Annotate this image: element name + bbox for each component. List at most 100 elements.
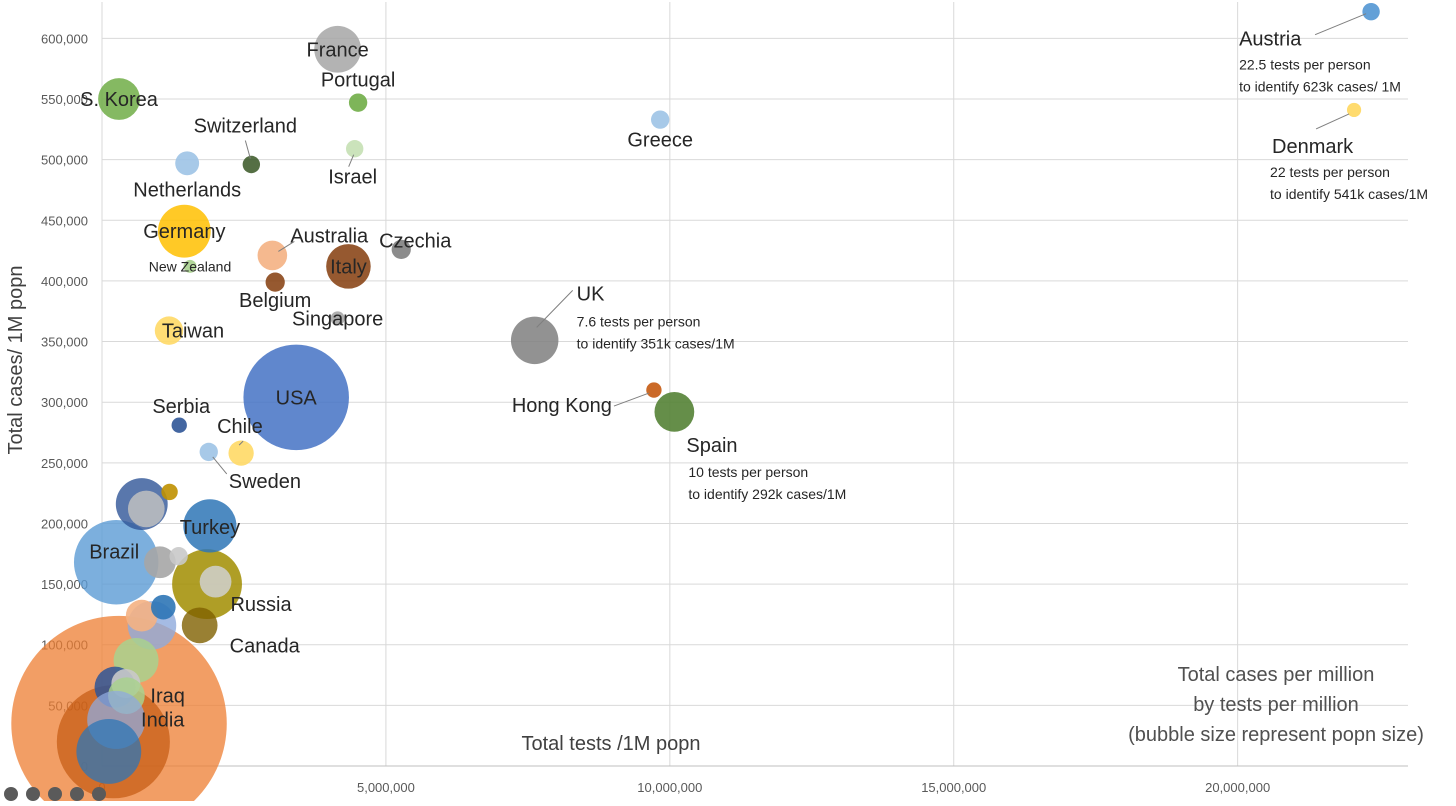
label-australia: Australia <box>290 225 369 247</box>
y-tick-label: 600,000 <box>41 31 88 46</box>
bubble-serbia <box>171 417 187 433</box>
bubble-switzerland <box>242 155 261 174</box>
x-tick-label: 20,000,000 <box>1205 780 1270 795</box>
y-tick-labels: 050,000100,000150,000200,000250,000300,0… <box>41 31 88 774</box>
label-russia: Russia <box>230 594 292 616</box>
bubble-spain <box>654 392 695 432</box>
label-singapore: Singapore <box>292 309 383 331</box>
label-usa: USA <box>276 387 318 409</box>
bottom-toolbar <box>0 787 164 801</box>
leader-line <box>348 154 355 167</box>
bubble <box>169 547 188 566</box>
bubble-netherlands <box>175 151 200 176</box>
toolbar-icon-3[interactable] <box>48 787 62 801</box>
bubble <box>76 719 142 784</box>
label-austria: Austria <box>1239 29 1302 51</box>
x-tick-label: 15,000,000 <box>921 780 986 795</box>
bubble-canada <box>181 607 218 644</box>
y-tick-label: 500,000 <box>41 153 88 168</box>
y-tick-label: 350,000 <box>41 335 88 350</box>
uk-annotation: to identify 351k cases/1M <box>577 335 735 351</box>
bubble-italy <box>326 244 371 289</box>
bubble <box>127 490 165 528</box>
denmark-annotation: 22 tests per person <box>1270 164 1390 180</box>
leader-line <box>1315 113 1350 130</box>
bubble-denmark <box>1346 102 1362 118</box>
leader-line <box>212 456 228 475</box>
label-netherlands: Netherlands <box>133 179 241 201</box>
toolbar-icon-5[interactable] <box>92 787 106 801</box>
x-tick-label: 10,000,000 <box>637 780 702 795</box>
label-brazil: Brazil <box>89 541 139 563</box>
label-serbia: Serbia <box>152 396 211 418</box>
austria-annotation: 22.5 tests per person <box>1239 57 1371 73</box>
y-tick-label: 250,000 <box>41 456 88 471</box>
bubble <box>161 483 178 501</box>
leader-line <box>536 289 574 328</box>
toolbar-icon-4[interactable] <box>70 787 84 801</box>
y-tick-label: 300,000 <box>41 395 88 410</box>
leader-line <box>278 241 295 252</box>
label-new-zealand: New Zealand <box>149 258 232 274</box>
toolbar-icon-1[interactable] <box>4 787 18 801</box>
leader-lines <box>212 13 1367 475</box>
spain-annotation: 10 tests per person <box>688 464 808 480</box>
label-greece: Greece <box>627 130 693 152</box>
leader-line <box>244 140 251 159</box>
bubble-hong-kong <box>646 382 662 398</box>
label-india: India <box>141 710 185 732</box>
bubble-france <box>314 25 362 73</box>
label-chile: Chile <box>217 416 263 438</box>
toolbar-icon-2[interactable] <box>26 787 40 801</box>
chart-title-line: (bubble size represent popn size) <box>1128 724 1424 746</box>
bubble-singapore <box>330 311 345 326</box>
denmark-annotation: to identify 541k cases/1M <box>1270 186 1428 202</box>
label-uk: UK <box>577 283 605 305</box>
label-israel: Israel <box>328 167 377 189</box>
bubble-turkey <box>183 499 237 553</box>
bubble-belgium <box>265 272 285 292</box>
label-denmark: Denmark <box>1272 136 1354 158</box>
y-tick-label: 200,000 <box>41 516 88 531</box>
label-taiwan: Taiwan <box>162 321 224 343</box>
x-axis-title: Total tests /1M popn <box>522 733 701 755</box>
label-canada: Canada <box>230 635 301 657</box>
bubble-greece <box>651 110 670 129</box>
leader-line <box>613 392 650 407</box>
bubble-s-korea <box>98 78 140 120</box>
label-germany: Germany <box>143 221 225 243</box>
bubble-germany <box>157 204 211 258</box>
y-tick-label: 150,000 <box>41 577 88 592</box>
bubble-new-zealand <box>183 259 197 273</box>
label-switzerland: Switzerland <box>194 116 297 138</box>
y-tick-label: 400,000 <box>41 274 88 289</box>
bubble-czechia <box>391 239 411 260</box>
annotations: 7.6 tests per person to identify 351k cas… <box>577 57 1428 502</box>
bubble <box>151 594 176 620</box>
uk-annotation: 7.6 tests per person <box>577 313 701 329</box>
label-sweden: Sweden <box>229 471 301 493</box>
bubble-uk <box>510 316 559 365</box>
label-france: France <box>307 39 369 61</box>
label-portugal: Portugal <box>321 70 396 92</box>
bubble <box>144 546 176 579</box>
austria-annotation: to identify 623k cases/ 1M <box>1239 79 1401 95</box>
chart-title-line: by tests per million <box>1193 694 1359 716</box>
bubble-portugal <box>348 93 368 112</box>
label-czechia: Czechia <box>379 230 452 252</box>
bubble-sweden <box>199 442 218 462</box>
bubble-australia <box>257 240 288 271</box>
leader-line <box>238 440 244 446</box>
bubble-israel <box>345 140 364 158</box>
bubbles <box>11 3 1380 806</box>
bubble-chile <box>228 440 254 466</box>
x-tick-label: 5,000,000 <box>357 780 415 795</box>
bubble-brazil <box>73 520 159 605</box>
bubble-austria <box>1362 3 1380 21</box>
leader-line <box>1314 13 1367 36</box>
label-italy: Italy <box>330 256 367 278</box>
y-tick-label: 450,000 <box>41 213 88 228</box>
